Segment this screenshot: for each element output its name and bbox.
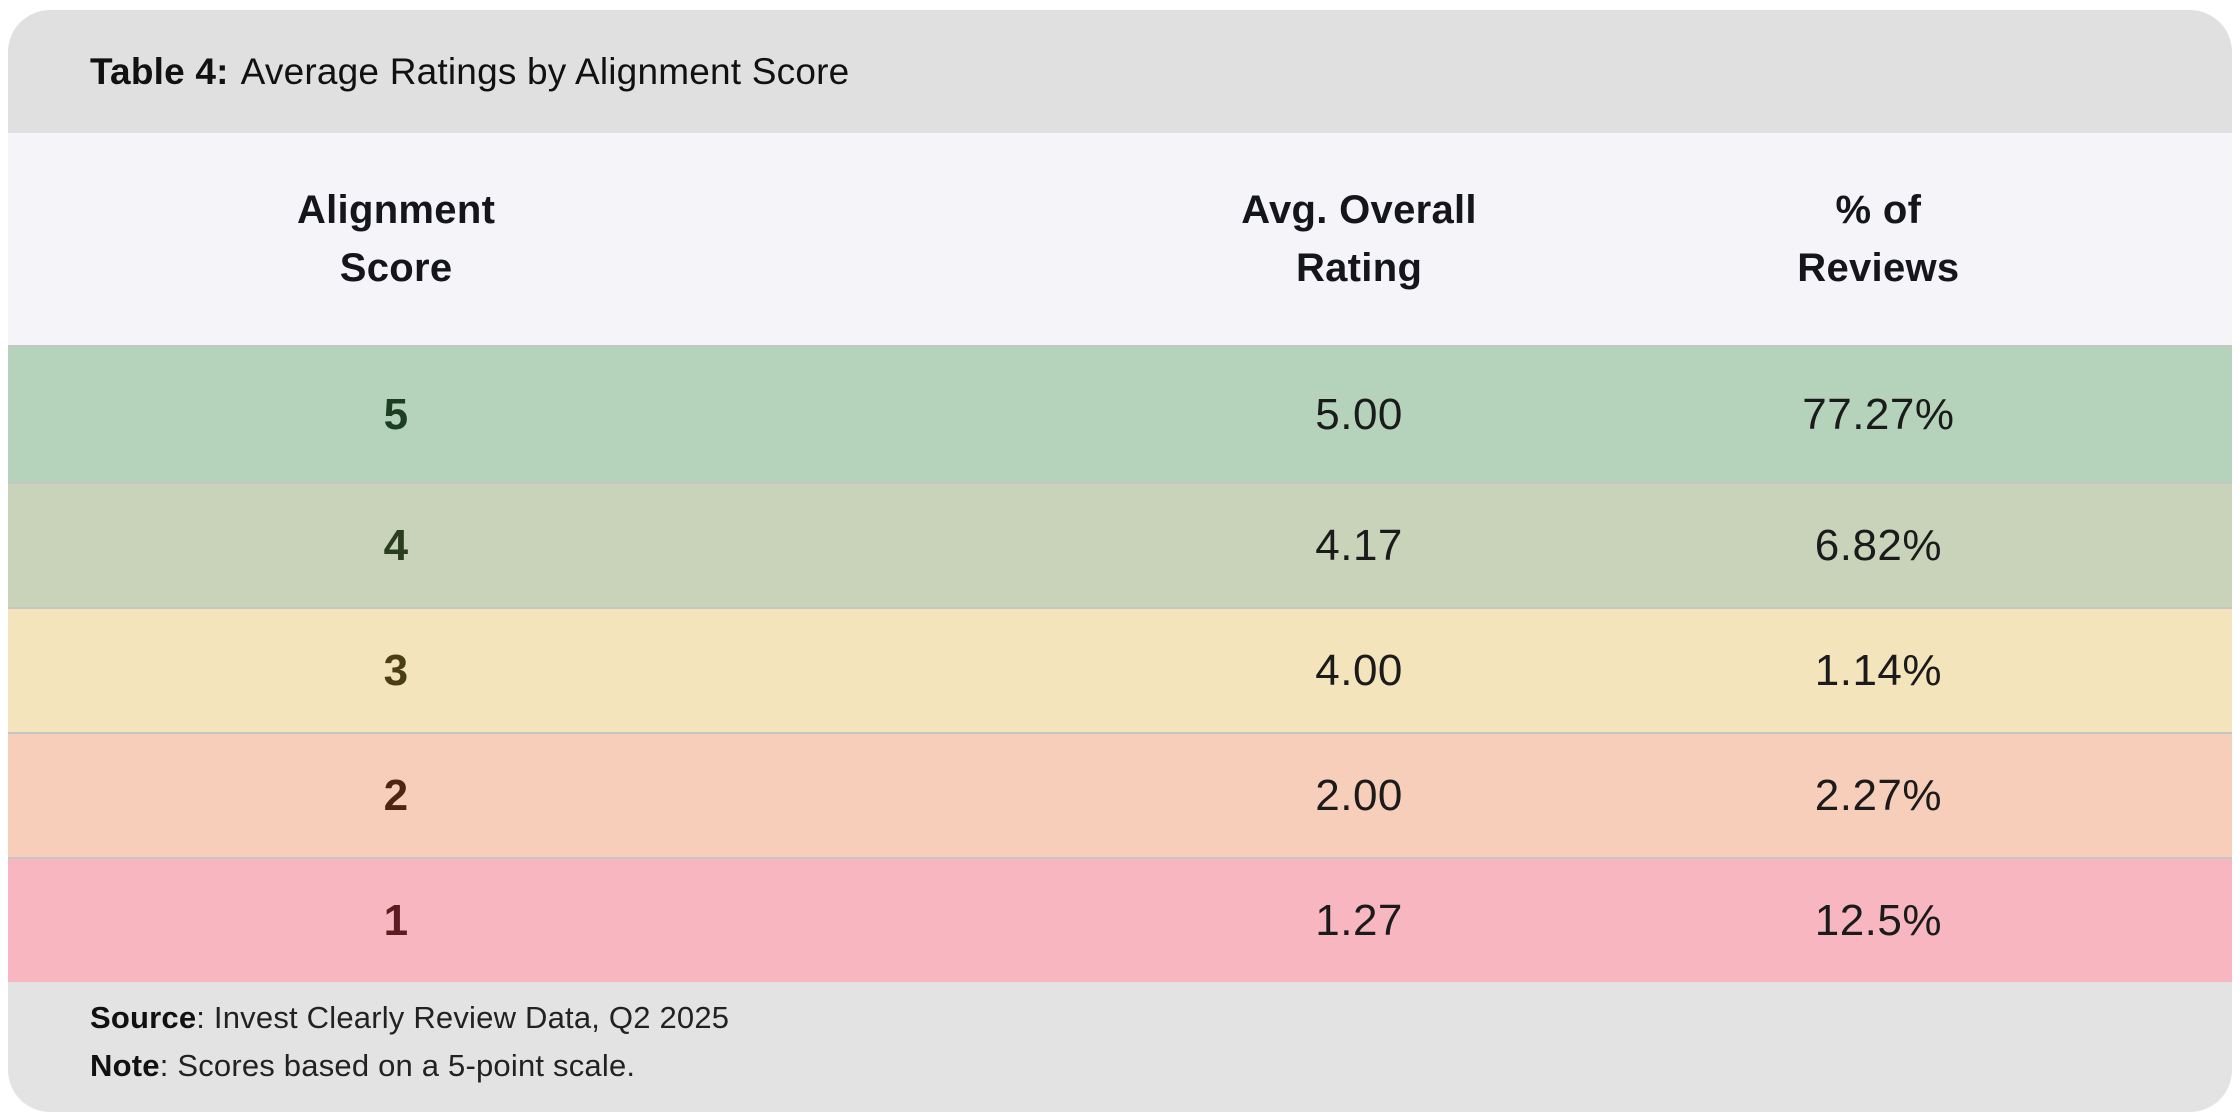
column-header-line: Alignment <box>296 188 496 232</box>
column-header-alignment-score: Alignment Score <box>297 181 495 297</box>
note-label: Note <box>90 1048 160 1083</box>
cell-pct-of-reviews: 6.82% <box>1814 520 1943 570</box>
table-header-row: Alignment Score Avg. Overall Rating % of… <box>8 133 2232 345</box>
cell-avg-overall-rating: 4.00 <box>1315 645 1403 695</box>
table-row: 4 4.17 6.82% <box>8 482 2232 607</box>
table-caption-text: Average Ratings by Alignment Score <box>240 50 850 92</box>
ratings-table-card: Table 4: Average Ratings by Alignment Sc… <box>8 10 2232 1112</box>
column-header-pct-of-reviews: % of Reviews <box>1797 181 1959 297</box>
column-header-line: Rating <box>1295 246 1423 290</box>
cell-avg-overall-rating: 1.27 <box>1315 895 1403 945</box>
cell-pct-of-reviews: 77.27% <box>1802 389 1955 439</box>
cell-avg-overall-rating: 4.17 <box>1315 520 1403 570</box>
cell-alignment-score: 3 <box>383 645 409 695</box>
note-text: : Scores based on a 5-point scale. <box>159 1048 636 1083</box>
cell-alignment-score: 4 <box>383 520 409 570</box>
table-row: 1 1.27 12.5% <box>8 857 2232 982</box>
cell-pct-of-reviews: 2.27% <box>1814 770 1943 820</box>
column-header-avg-overall-rating: Avg. Overall Rating <box>1241 181 1477 297</box>
column-header-line: Reviews <box>1797 246 1960 290</box>
cell-alignment-score: 5 <box>383 389 409 439</box>
source-text: : Invest Clearly Review Data, Q2 2025 <box>196 1000 730 1035</box>
table-row: 2 2.00 2.27% <box>8 732 2232 857</box>
column-header-line: Avg. Overall <box>1241 188 1477 232</box>
note-line: Note: Scores based on a 5-point scale. <box>90 1042 2232 1090</box>
cell-avg-overall-rating: 2.00 <box>1315 770 1403 820</box>
column-header-line: Score <box>339 246 453 290</box>
source-label: Source <box>90 1000 197 1035</box>
table-caption-label: Table 4: <box>90 50 229 92</box>
table-caption: Table 4: Average Ratings by Alignment Sc… <box>8 10 2232 133</box>
cell-alignment-score: 1 <box>383 895 409 945</box>
table-row: 3 4.00 1.14% <box>8 607 2232 732</box>
table-row: 5 5.00 77.27% <box>8 345 2232 482</box>
cell-pct-of-reviews: 1.14% <box>1814 645 1943 695</box>
cell-alignment-score: 2 <box>383 770 409 820</box>
table-body: 5 5.00 77.27% 4 4.17 6.82% 3 4.00 1.14% 2 2.00 2.27… <box>8 345 2232 982</box>
cell-avg-overall-rating: 5.00 <box>1315 389 1403 439</box>
table-footnotes: Source: Invest Clearly Review Data, Q2 2… <box>8 982 2232 1112</box>
cell-pct-of-reviews: 12.5% <box>1814 895 1943 945</box>
column-header-line: % of <box>1835 188 1922 232</box>
source-line: Source: Invest Clearly Review Data, Q2 2… <box>90 994 2232 1042</box>
